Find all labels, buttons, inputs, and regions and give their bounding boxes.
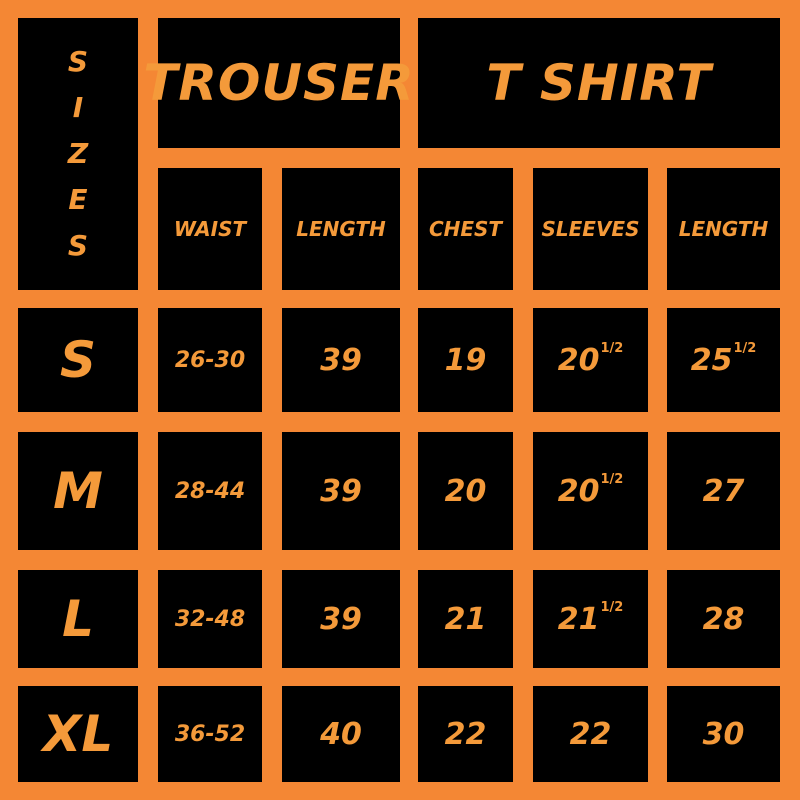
value-text: 21 [444,601,487,637]
sizes-letter: E [68,183,88,216]
value-text: 30 [702,716,745,752]
size-value: 27 [667,432,780,550]
value-text: 20 [444,473,487,509]
size-label: L [18,570,138,668]
size-value: 36-52 [158,686,262,782]
sizes-label: S I Z E S [18,18,138,290]
value-text: 39 [320,473,362,509]
value-text: 39 [320,601,362,637]
value-text: 32-48 [174,606,246,632]
size-value: 28 [667,570,780,668]
size-value: 40 [282,686,400,782]
size-value: 39 [282,308,400,412]
value-text: 20 [557,342,600,378]
sizes-letter: S [67,229,89,262]
tshirt-header: T SHIRT [418,18,780,148]
sizes-letter: Z [67,137,89,170]
value-text: 25 [690,342,733,378]
value-text: 27 [702,473,745,509]
column-header: WAIST [158,168,262,290]
value-text: 28 [702,601,745,637]
size-value: 22 [533,686,648,782]
size-label: XL [18,686,138,782]
value-text: 21 [557,601,600,637]
value-text: 19 [444,342,487,378]
column-header: CHEST [418,168,513,290]
size-value: 25 1/2 [667,308,780,412]
size-value: 30 [667,686,780,782]
size-label: M [18,432,138,550]
value-text: 22 [569,716,612,752]
sizes-letter: I [72,91,84,124]
value-text: 36-52 [174,721,246,747]
size-value: 22 [418,686,513,782]
size-value: 39 [282,432,400,550]
value-text: 22 [444,716,487,752]
value-text: 39 [320,342,362,378]
column-header: LENGTH [282,168,400,290]
size-value: 20 [418,432,513,550]
sizes-letter: S [67,45,89,78]
trouser-header: TROUSER [143,18,414,148]
size-value: 21 [418,570,513,668]
column-header: SLEEVES [533,168,648,290]
size-value: 28-44 [158,432,262,550]
size-value: 20 1/2 [533,432,648,550]
size-value: 21 1/2 [533,570,648,668]
size-value: 20 1/2 [533,308,648,412]
value-text: 28-44 [174,478,246,504]
fraction-text: 1/2 [600,599,624,615]
value-text: 40 [320,716,362,752]
size-label: S [18,308,138,412]
size-value: 39 [282,570,400,668]
size-value: 26-30 [158,308,262,412]
fraction-text: 1/2 [600,471,624,487]
fraction-text: 1/2 [733,340,757,356]
fraction-text: 1/2 [600,340,624,356]
column-header: LENGTH [667,168,780,290]
value-text: 26-30 [174,347,246,373]
value-text: 20 [557,473,600,509]
size-value: 19 [418,308,513,412]
size-value: 32-48 [158,570,262,668]
